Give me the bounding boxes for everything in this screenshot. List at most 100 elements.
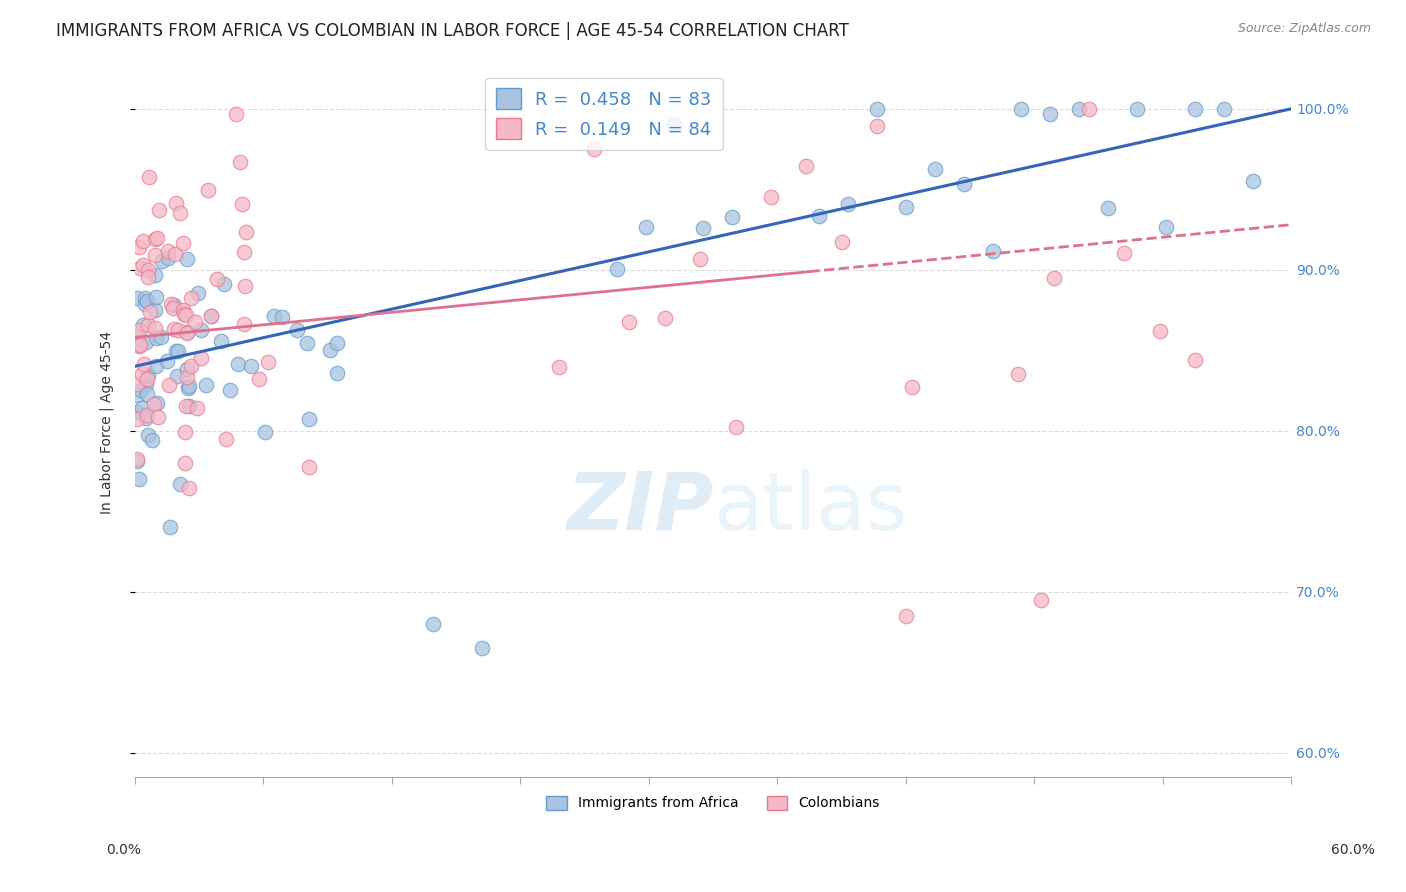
Point [233,244,256,259]
Point [157,251,180,265]
Point [136,371,159,385]
Point [952,177,974,191]
Point [654,311,676,326]
Point [794,159,817,173]
Y-axis label: In Labor Force | Age 45-54: In Labor Force | Age 45-54 [100,331,114,515]
Point [134,411,156,425]
Point [808,209,831,223]
Point [1042,271,1064,285]
Point [166,323,188,337]
Point [1212,102,1234,116]
Point [134,291,156,305]
Point [148,410,170,425]
Point [866,102,889,116]
Point [1126,102,1149,116]
Point [128,472,150,486]
Point [135,293,157,308]
Point [689,252,711,266]
Point [219,384,242,398]
Point [173,307,195,321]
Point [1077,102,1099,116]
Point [125,454,148,468]
Point [127,336,149,351]
Point [132,318,155,332]
Point [128,323,150,337]
Point [165,246,187,260]
Text: IMMIGRANTS FROM AFRICA VS COLOMBIAN IN LABOR FORCE | AGE 45-54 CORRELATION CHART: IMMIGRANTS FROM AFRICA VS COLOMBIAN IN L… [56,22,849,40]
Point [145,248,167,262]
Point [136,318,159,332]
Point [1029,592,1052,607]
Point [128,337,150,351]
Point [141,433,163,447]
Point [138,427,160,442]
Point [205,271,228,285]
Point [1184,353,1206,368]
Point [724,419,747,434]
Point [547,360,569,375]
Point [183,315,205,329]
Point [136,368,159,383]
Point [837,196,859,211]
Point [1241,174,1264,188]
Point [157,377,180,392]
Point [165,344,187,359]
Point [127,291,149,305]
Point [253,425,276,439]
Point [174,456,197,470]
Text: 60.0%: 60.0% [1330,843,1375,857]
Point [146,396,169,410]
Point [136,408,159,422]
Point [125,330,148,344]
Text: 0.0%: 0.0% [107,843,141,857]
Point [150,330,173,344]
Point [215,432,238,446]
Point [180,359,202,373]
Point [176,362,198,376]
Point [157,244,180,259]
Point [235,225,257,239]
Point [247,372,270,386]
Point [271,310,294,324]
Point [160,297,183,311]
Point [143,321,166,335]
Point [176,252,198,267]
Point [125,451,148,466]
Point [145,359,167,374]
Point [298,460,321,475]
Point [894,200,917,214]
Point [1114,246,1136,260]
Point [233,278,256,293]
Point [318,343,340,357]
Point [176,370,198,384]
Point [225,107,247,121]
Point [143,232,166,246]
Point [156,354,179,368]
Point [143,268,166,282]
Point [162,301,184,315]
Point [200,310,222,324]
Point [177,400,200,414]
Text: Source: ZipAtlas.com: Source: ZipAtlas.com [1237,22,1371,36]
Point [136,387,159,401]
Point [180,291,202,305]
Point [145,290,167,304]
Point [295,336,318,351]
Point [1069,102,1091,116]
Point [125,405,148,419]
Point [135,376,157,391]
Point [131,401,153,416]
Point [148,202,170,217]
Point [176,399,198,413]
Point [471,641,494,656]
Point [174,308,197,322]
Point [1097,201,1119,215]
Point [136,263,159,277]
Point [229,155,252,169]
Point [583,142,606,156]
Point [132,234,155,248]
Point [165,196,187,211]
Point [132,258,155,272]
Point [200,310,222,324]
Point [172,302,194,317]
